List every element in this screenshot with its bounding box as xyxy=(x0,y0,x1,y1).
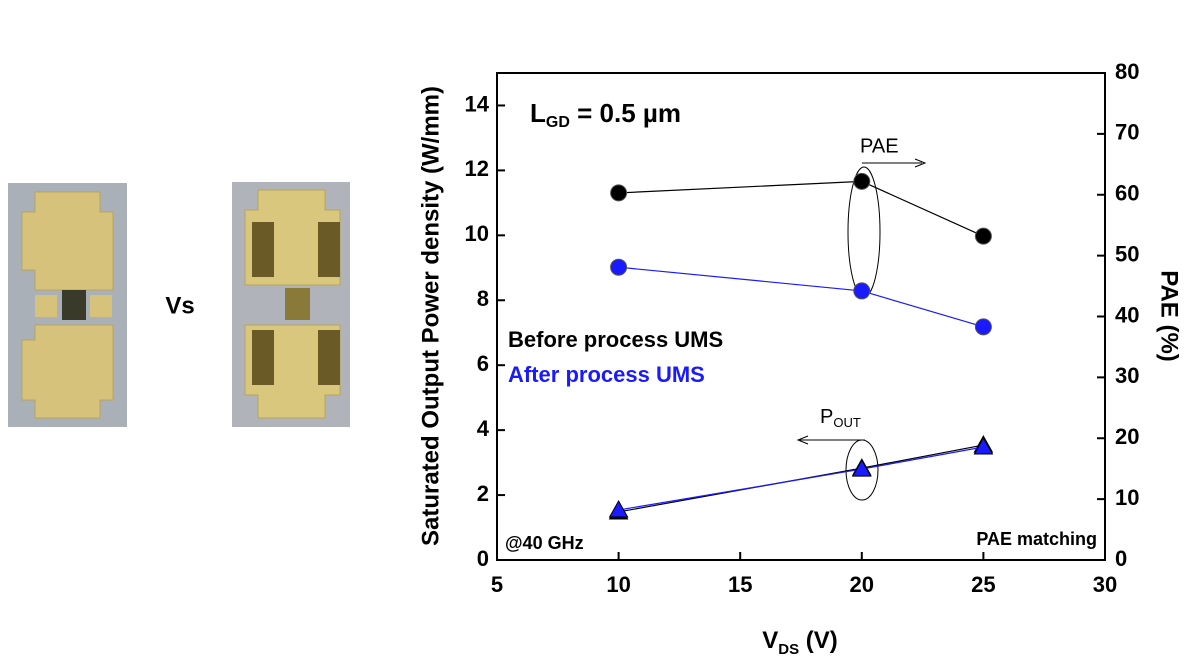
pout-ellipse xyxy=(845,439,879,501)
series-line xyxy=(618,444,984,513)
pout-arrow xyxy=(796,435,865,445)
y2-tick-label: 60 xyxy=(1115,181,1139,206)
pae-annotation: PAE xyxy=(860,135,899,157)
y-tick-label: 10 xyxy=(465,221,489,246)
y-tick-label: 6 xyxy=(477,351,489,376)
y2-tick-label: 80 xyxy=(1115,59,1139,84)
y2-tick-label: 0 xyxy=(1115,546,1127,571)
x-axis-label: VDS (V) xyxy=(762,627,838,658)
x-tick-label: 25 xyxy=(971,572,995,597)
y2-tick-label: 40 xyxy=(1115,302,1139,327)
y-tick-label: 12 xyxy=(465,156,489,181)
frequency-note: @40 GHz xyxy=(505,533,584,553)
y2-axis-label: PAE (%) xyxy=(1156,270,1183,362)
pout-point xyxy=(851,459,872,477)
pae-point xyxy=(974,318,992,336)
pout-main: P xyxy=(820,406,833,428)
series-line xyxy=(618,266,984,328)
x-tick-label: 10 xyxy=(606,572,630,597)
x-label-sub: DS xyxy=(778,641,799,658)
y2-tick-label: 50 xyxy=(1115,241,1139,266)
device-photo-left xyxy=(8,183,127,427)
y2-tick-label: 20 xyxy=(1115,424,1139,449)
y2-tick-label: 70 xyxy=(1115,120,1139,145)
x-tick-label: 20 xyxy=(850,572,874,597)
x-label-unit: (V) xyxy=(799,627,838,654)
y-tick-label: 4 xyxy=(477,416,490,441)
legend-entry: After process UMS xyxy=(508,362,705,387)
pout-point xyxy=(973,436,994,455)
pae-point xyxy=(853,282,871,300)
device-photo-right xyxy=(232,182,350,427)
y-tick-label: 2 xyxy=(477,481,489,506)
pout-sub: OUT xyxy=(833,415,861,430)
x-label-main: V xyxy=(762,627,778,654)
pae-point xyxy=(974,227,992,245)
lgd-rest: = 0.5 µm xyxy=(570,98,681,128)
pout-annotation: POUT xyxy=(820,406,861,430)
lgd-sub: GD xyxy=(546,114,570,131)
x-tick-label: 30 xyxy=(1093,572,1117,597)
lgd-main: L xyxy=(530,98,546,128)
matching-note: PAE matching xyxy=(976,529,1097,549)
y-tick-label: 0 xyxy=(477,546,489,571)
plot-frame xyxy=(496,72,1106,561)
pae-point xyxy=(610,184,628,202)
y-tick-label: 14 xyxy=(465,91,490,116)
pae-point xyxy=(853,172,871,190)
lgd-annotation: LGD = 0.5 µm xyxy=(530,98,681,131)
y-tick-label: 8 xyxy=(477,286,489,311)
series-line xyxy=(618,180,984,237)
x-tick-label: 5 xyxy=(491,572,503,597)
x-tick-label: 15 xyxy=(728,572,752,597)
y-axis-label: Saturated Output Power density (W/mm) xyxy=(417,86,444,546)
y2-tick-label: 30 xyxy=(1115,363,1139,388)
y2-tick-label: 10 xyxy=(1115,485,1139,510)
pae-arrow xyxy=(862,158,927,168)
comparison-label: Vs xyxy=(165,292,194,319)
pout-point xyxy=(608,499,629,518)
legend-entry: Before process UMS xyxy=(508,327,723,352)
pae-point xyxy=(610,258,628,276)
